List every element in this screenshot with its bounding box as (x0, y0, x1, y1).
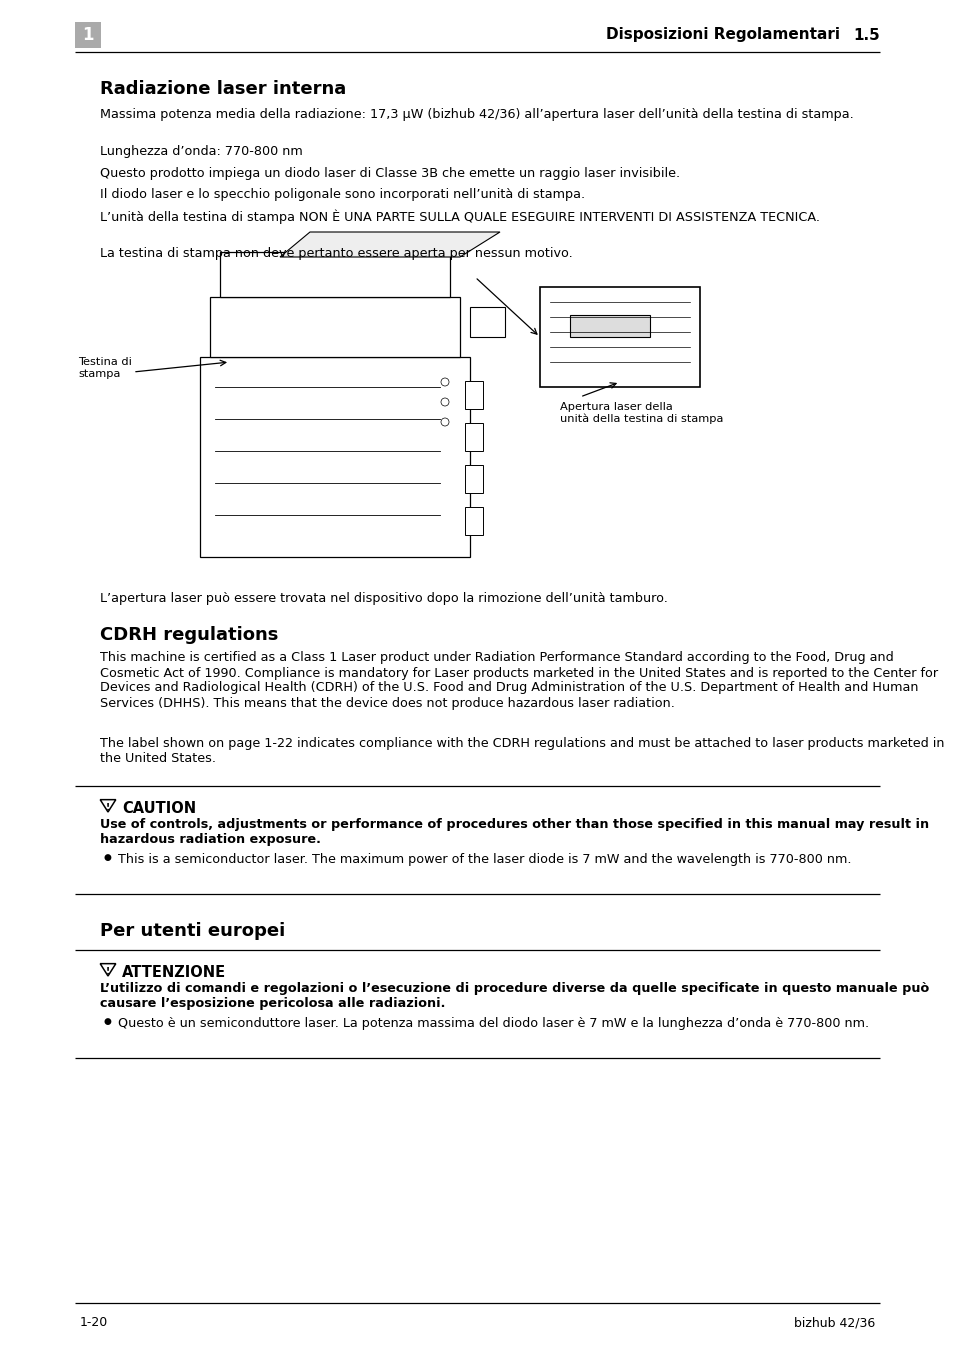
Text: Questo è un semiconduttore laser. La potenza massima del diodo laser è 7 mW e la: Questo è un semiconduttore laser. La pot… (118, 1017, 868, 1030)
Polygon shape (280, 232, 499, 256)
Text: ●: ● (104, 853, 112, 863)
Text: CAUTION: CAUTION (122, 801, 196, 815)
Bar (464, 464, 482, 493)
Text: Lunghezza d’onda: 770-800 nm: Lunghezza d’onda: 770-800 nm (100, 144, 302, 158)
Bar (539, 288, 700, 387)
Text: CDRH regulations: CDRH regulations (100, 625, 278, 644)
Text: La testina di stampa non deve pertanto essere aperta per nessun motivo.: La testina di stampa non deve pertanto e… (100, 247, 572, 259)
Text: L’utilizzo di comandi e regolazioni o l’esecuzione di procedure diverse da quell: L’utilizzo di comandi e regolazioni o l’… (100, 981, 928, 1010)
Bar (569, 315, 649, 338)
Text: The label shown on page 1-22 indicates compliance with the CDRH regulations and : The label shown on page 1-22 indicates c… (100, 737, 943, 765)
Bar (464, 508, 482, 535)
Text: Disposizioni Regolamentari: Disposizioni Regolamentari (605, 27, 840, 42)
Text: !: ! (106, 802, 110, 811)
Bar (210, 297, 459, 356)
Bar (220, 252, 450, 297)
Circle shape (440, 418, 449, 427)
Text: ATTENZIONE: ATTENZIONE (122, 965, 226, 980)
Bar (464, 423, 482, 451)
Text: L’apertura laser può essere trovata nel dispositivo dopo la rimozione dell’unità: L’apertura laser può essere trovata nel … (100, 593, 667, 605)
Text: Radiazione laser interna: Radiazione laser interna (100, 80, 346, 99)
Text: L’unità della testina di stampa NON È UNA PARTE SULLA QUALE ESEGUIRE INTERVENTI : L’unità della testina di stampa NON È UN… (100, 209, 820, 224)
Text: Use of controls, adjustments or performance of procedures other than those speci: Use of controls, adjustments or performa… (100, 818, 928, 846)
Text: 1-20: 1-20 (80, 1316, 108, 1330)
Text: Testina di
stampa: Testina di stampa (78, 356, 132, 378)
Text: This is a semiconductor laser. The maximum power of the laser diode is 7 mW and : This is a semiconductor laser. The maxim… (118, 853, 851, 865)
Text: Il diodo laser e lo specchio poligonale sono incorporati nell’unità di stampa.: Il diodo laser e lo specchio poligonale … (100, 188, 584, 201)
Text: 1: 1 (82, 26, 93, 45)
Bar (464, 381, 482, 409)
Text: Massima potenza media della radiazione: 17,3 μW (bizhub 42/36) all’apertura lase: Massima potenza media della radiazione: … (100, 108, 853, 122)
Bar (75, 22, 101, 49)
Text: !: ! (106, 967, 110, 976)
Text: ●: ● (104, 1017, 112, 1026)
Text: Per utenti europei: Per utenti europei (100, 922, 285, 940)
Text: This machine is certified as a Class 1 Laser product under Radiation Performance: This machine is certified as a Class 1 L… (100, 652, 937, 710)
Bar (470, 306, 504, 338)
Text: 1.5: 1.5 (852, 27, 879, 42)
Circle shape (440, 398, 449, 406)
Circle shape (440, 378, 449, 386)
Text: Apertura laser della
unità della testina di stampa: Apertura laser della unità della testina… (559, 402, 722, 424)
Bar (200, 356, 470, 558)
Text: bizhub 42/36: bizhub 42/36 (793, 1316, 874, 1330)
Text: Questo prodotto impiega un diodo laser di Classe 3B che emette un raggio laser i: Questo prodotto impiega un diodo laser d… (100, 166, 679, 180)
